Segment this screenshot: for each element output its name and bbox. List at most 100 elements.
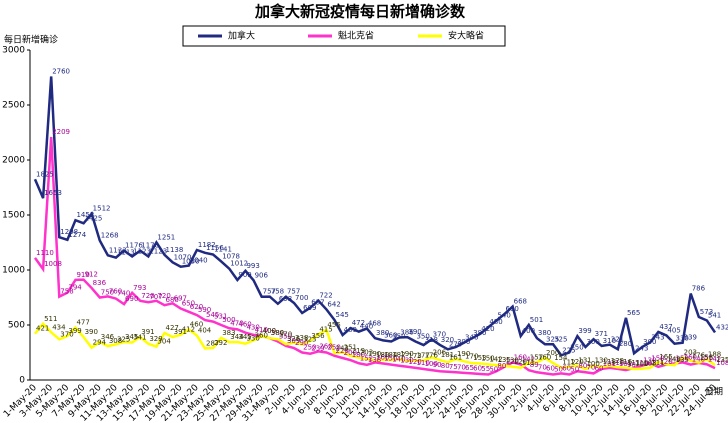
data-label: 386 [400,329,414,337]
data-label: 318 [425,336,438,344]
data-label: 116 [619,358,633,366]
data-label: 906 [255,271,269,279]
data-label: 2760 [52,67,70,75]
data-label: 1512 [93,205,111,213]
data-label: 380 [538,329,551,337]
y-tick-label: 0 [19,376,25,386]
data-label: 225 [562,346,575,354]
data-label: 427 [166,324,179,332]
y-tick-label: 2500 [2,101,25,111]
data-label: 697 [174,294,187,302]
y-tick-label: 2000 [2,156,25,166]
data-label: 650 [182,300,195,308]
data-label: 142 [708,355,721,363]
data-label: 309 [287,337,300,345]
data-label: 300 [643,338,656,346]
data-label: 405 [667,326,680,334]
data-label: 101 [603,360,616,368]
data-label: 794 [68,284,82,292]
data-label: 206 [433,348,447,356]
data-label: 360 [255,331,268,339]
data-label: 160 [538,353,551,361]
data-label: 326 [287,335,301,343]
data-label: 909 [238,271,251,279]
data-label: 243 [336,344,349,352]
data-label: 150 [676,355,689,363]
data-label: 112 [562,359,575,367]
data-label: 304 [157,338,171,346]
series-line [34,321,716,371]
data-label: 500 [222,316,235,324]
data-label: 308 [109,337,122,345]
data-label: 120 [506,358,519,366]
data-label: 150 [481,355,494,363]
data-label: 350 [416,333,429,341]
data-label: 460 [238,320,251,328]
data-label: 184 [384,351,398,359]
data-label: 412 [182,326,195,334]
data-label: 310 [603,337,616,345]
data-label: 390 [85,328,98,336]
data-label: 165 [659,353,672,361]
data-label: 1123 [133,247,151,255]
data-label: 600 [506,305,519,313]
data-label: 90 [627,361,636,369]
data-label: 460 [190,320,203,328]
data-label: 339 [684,334,697,342]
data-label: 158 [700,354,713,362]
data-label: 251 [344,343,357,351]
data-label: 344 [230,333,244,341]
data-label: 720 [157,292,170,300]
data-label: 160 [684,353,697,361]
data-label: 380 [376,329,389,337]
y-tick-label: 3000 [2,46,25,56]
data-label: 294 [93,339,107,347]
data-label: 190 [400,350,413,358]
data-label: 1176 [141,242,159,250]
data-label: 120 [659,358,672,366]
data-label: 90 [433,361,442,369]
data-label: 55 [481,365,490,373]
data-label: 609 [303,304,316,312]
data-label: 409 [344,326,357,334]
data-label: 152 [360,354,373,362]
data-label: 380 [473,329,486,337]
data-label: 680 [166,296,179,304]
data-label: 70 [457,363,466,371]
data-label: 1138 [166,246,184,254]
data-label: 1274 [68,231,86,239]
data-label: 380 [271,329,284,337]
x-axis-label: 日期 [705,387,723,398]
data-label: 501 [530,316,543,324]
data-label: 380 [271,329,284,337]
data-label: 1030 [182,258,200,266]
data-label: 290 [295,339,308,347]
data-label: 130 [400,357,413,365]
data-label: 161 [449,353,462,361]
data-label: 181 [441,351,454,359]
data-label: 657 [311,299,324,307]
data-label: 203 [360,349,373,357]
data-label: 130 [506,357,519,365]
data-label: 400 [263,327,276,335]
data-label: 219 [352,347,365,355]
data-label: 2209 [52,128,70,136]
data-label: 250 [570,344,583,352]
data-label: 177 [416,352,429,360]
data-label: 642 [327,300,340,308]
data-label: 260 [319,342,332,350]
data-label: 434 [52,323,66,331]
data-label: 690 [125,295,138,303]
data-label: 511 [44,315,57,323]
data-label: 110 [635,359,648,367]
legend-label: 魁北克省 [338,30,374,42]
data-label: 740 [117,290,130,298]
legend-box [182,25,506,47]
data-label: 140 [667,356,680,364]
data-label: 404 [198,327,212,335]
y-tick-label: 1500 [2,211,25,221]
data-label: 142 [489,355,502,363]
data-label: 757 [263,288,276,296]
data-label: 1176 [125,242,143,250]
